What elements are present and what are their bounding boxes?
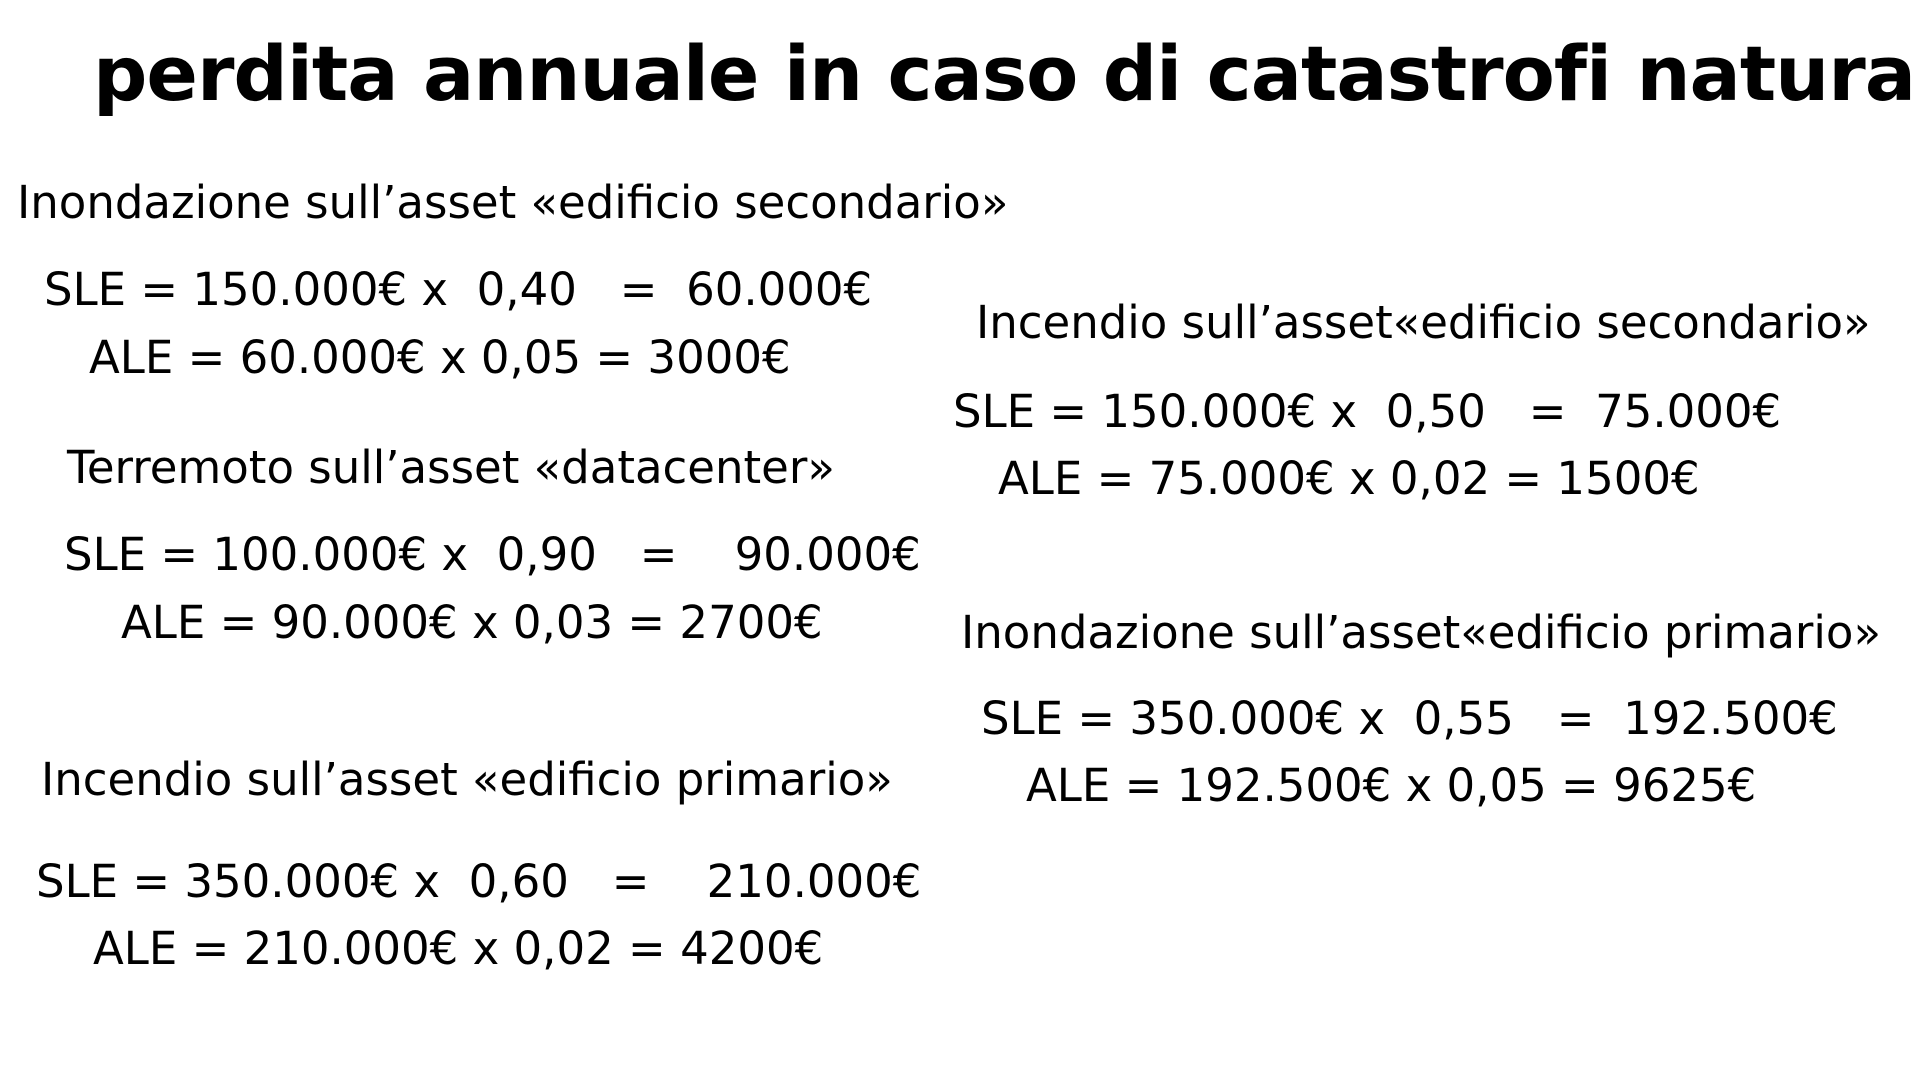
sle-formula-fire-primary: SLE = 350.000€ x 0,60 = 210.000€	[36, 855, 922, 908]
ale-formula-flood-primary: ALE = 192.500€ x 0,05 = 9625€	[1026, 759, 1757, 812]
page-title: perdita annuale in caso di catastrofi na…	[93, 29, 1920, 118]
scenario-heading-fire-secondary: Incendio sull’asset«edificio secondario»	[976, 296, 1871, 349]
sle-formula-earthquake-datacenter: SLE = 100.000€ x 0,90 = 90.000€	[64, 528, 921, 581]
ale-formula-fire-secondary: ALE = 75.000€ x 0,02 = 1500€	[998, 452, 1700, 505]
scenario-heading-fire-primary: Incendio sull’asset «edificio primario»	[41, 753, 893, 806]
sle-formula-flood-secondary: SLE = 150.000€ x 0,40 = 60.000€	[44, 263, 873, 316]
scenario-heading-earthquake-datacenter: Terremoto sull’asset «datacenter»	[67, 441, 835, 494]
ale-formula-earthquake-datacenter: ALE = 90.000€ x 0,03 = 2700€	[121, 596, 823, 649]
scenario-heading-flood-secondary: Inondazione sull’asset «edificio seconda…	[17, 176, 1009, 229]
sle-formula-fire-secondary: SLE = 150.000€ x 0,50 = 75.000€	[953, 385, 1782, 438]
ale-formula-fire-primary: ALE = 210.000€ x 0,02 = 4200€	[93, 922, 824, 975]
ale-formula-flood-secondary: ALE = 60.000€ x 0,05 = 3000€	[89, 331, 791, 384]
sle-formula-flood-primary: SLE = 350.000€ x 0,55 = 192.500€	[981, 692, 1838, 745]
scenario-heading-flood-primary: Inondazione sull’asset«edificio primario…	[961, 606, 1881, 659]
